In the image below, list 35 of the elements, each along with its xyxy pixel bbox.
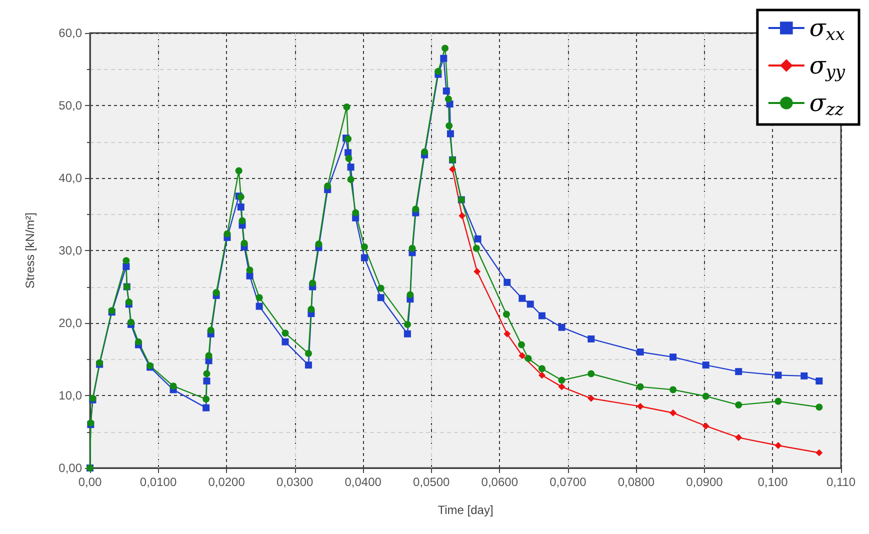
y-axis-title: Stress [kN/m²] <box>23 212 37 289</box>
x-tick-label: 0,0600 <box>481 475 518 489</box>
point <box>774 442 782 450</box>
x-axis-title: Time [day] <box>438 503 494 517</box>
x-tick-label: 0,0200 <box>208 475 246 489</box>
y-tick-label: 60,0 <box>58 26 82 40</box>
point <box>588 394 595 402</box>
point <box>458 212 466 220</box>
x-tick-label: 0,0900 <box>686 475 724 489</box>
y-tick-label: 50,0 <box>58 98 82 112</box>
point <box>735 434 742 442</box>
point <box>518 352 526 360</box>
x-tick-label: 0,0300 <box>276 475 314 489</box>
x-tick-label: 0,110 <box>826 475 856 489</box>
x-tick-label: 0,0500 <box>413 475 450 489</box>
point <box>558 383 566 390</box>
y-tick-label: 0,00 <box>58 461 82 475</box>
point <box>636 402 644 410</box>
x-tick-label: 0,100 <box>758 475 788 489</box>
x-tick-label: 0,0400 <box>344 475 382 489</box>
point <box>449 166 456 173</box>
x-tick-label: 0,0100 <box>140 475 177 489</box>
point <box>538 372 546 379</box>
point <box>670 409 677 416</box>
x-tick-label: 0,00 <box>78 475 102 489</box>
y-tick-label: 10,0 <box>58 388 82 402</box>
y-tick-label: 30,0 <box>58 244 82 258</box>
x-tick-label: 0,0700 <box>550 475 587 489</box>
x-tick-label: 0,0800 <box>618 475 655 489</box>
y-tick-label: 20,0 <box>58 316 82 330</box>
point <box>504 330 511 338</box>
point <box>816 449 823 456</box>
point <box>702 422 710 430</box>
point <box>474 268 481 276</box>
y-tick-label: 40,0 <box>58 171 82 185</box>
